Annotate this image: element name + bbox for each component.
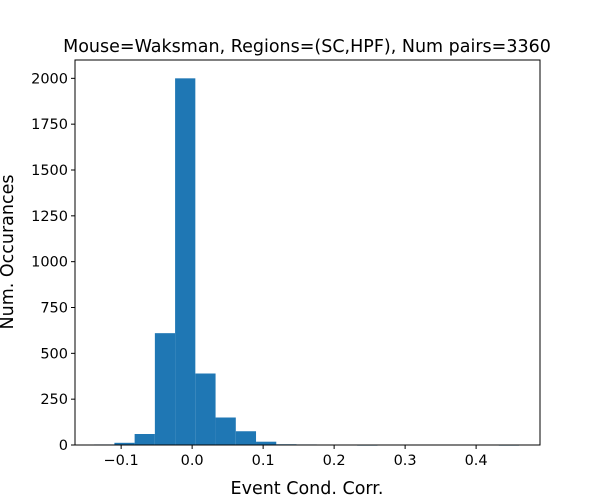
histogram-bar-3 xyxy=(154,333,176,445)
y-tick-label: 250 xyxy=(40,392,68,408)
x-tick-label: 0.0 xyxy=(181,453,204,469)
histogram-bar-4 xyxy=(175,78,196,445)
y-tick-label: 0 xyxy=(59,438,68,454)
plot-frame xyxy=(74,59,541,446)
x-tick-label: 0.1 xyxy=(252,453,275,469)
histogram-bar-1 xyxy=(114,442,135,445)
y-tick-label: 750 xyxy=(40,301,68,317)
histogram-bar-7 xyxy=(235,431,257,445)
y-axis-ticks: 0 250 500 750 1000 1250 1500 1750 2000 xyxy=(31,71,75,454)
x-tick-label: 0.2 xyxy=(323,453,346,469)
chart-title: Mouse=Waksman, Regions=(SC,HPF), Num pai… xyxy=(63,37,551,57)
y-tick-label: 1500 xyxy=(31,163,68,179)
histogram-bar-5 xyxy=(195,373,216,445)
histogram-bar-2 xyxy=(134,434,155,445)
histogram-bar-8 xyxy=(256,441,277,445)
histogram-bar-6 xyxy=(215,417,236,445)
y-tick-label: 2000 xyxy=(31,71,68,87)
y-tick-label: 500 xyxy=(40,346,68,362)
x-axis-ticks: −0.1 0.0 0.1 0.2 0.3 0.4 xyxy=(104,445,488,469)
y-tick-label: 1750 xyxy=(31,117,68,133)
y-tick-label: 1250 xyxy=(31,209,68,225)
histogram-bars xyxy=(94,78,520,446)
x-tick-label: −0.1 xyxy=(104,453,139,469)
x-axis-label: Event Cond. Corr. xyxy=(231,479,384,499)
x-tick-label: 0.4 xyxy=(465,453,488,469)
y-tick-label: 1000 xyxy=(31,255,68,271)
x-tick-label: 0.3 xyxy=(394,453,417,469)
y-axis-label: Num. Occurances xyxy=(0,175,18,330)
